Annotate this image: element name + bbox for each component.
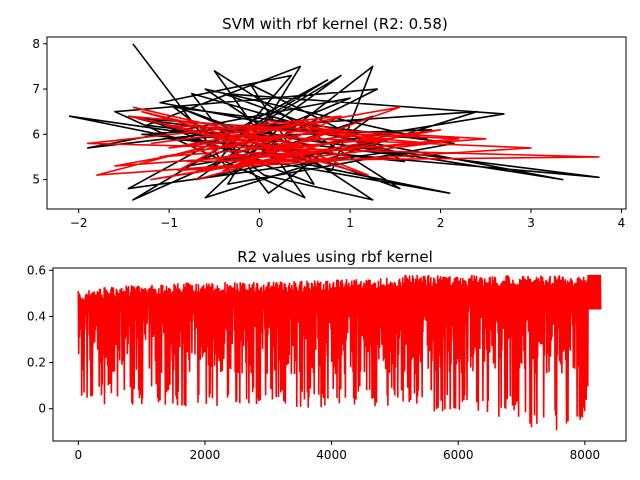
x-tick-label: 3	[527, 216, 535, 230]
plot-area	[77, 274, 602, 431]
plot-area	[68, 43, 600, 201]
x-tick-label: 6000	[443, 448, 474, 462]
r2-series-line	[77, 274, 602, 431]
x-tick-label: −1	[160, 216, 178, 230]
x-tick-label: −2	[70, 216, 88, 230]
chart-bottom-r2-values: R2 values using rbf kernel 0 2000 4000 6000…	[27, 248, 627, 462]
x-tick-label: 8000	[570, 448, 601, 462]
series-line-red	[86, 106, 600, 181]
y-tick-label: 0.4	[27, 309, 46, 323]
x-tick-label: 4	[618, 216, 626, 230]
y-tick-label: 0	[38, 402, 46, 416]
y-tick-label: 7	[32, 82, 40, 96]
axes-frame	[52, 267, 627, 442]
y-tick-label: 8	[32, 37, 40, 51]
y-axis: 0 0.2 0.4 0.6	[27, 263, 53, 416]
series-line-black	[68, 43, 600, 201]
chart-title: SVM with rbf kernel (R2: 0.58)	[222, 15, 448, 33]
y-tick-label: 0.6	[27, 263, 46, 277]
y-tick-label: 6	[32, 127, 40, 141]
y-axis: 5 6 7 8	[32, 37, 47, 187]
x-axis: −2 −1 0 1 2 3 4	[70, 209, 625, 230]
x-tick-label: 1	[346, 216, 354, 230]
chart-top-svm-fit: SVM with rbf kernel (R2: 0.58) −2 −1 0 1 2 3 4…	[32, 15, 627, 230]
x-axis: 0 2000 4000 6000 8000	[75, 441, 601, 462]
x-tick-label: 0	[75, 448, 83, 462]
x-tick-label: 0	[256, 216, 264, 230]
x-tick-label: 4000	[316, 448, 347, 462]
x-tick-label: 2	[437, 216, 445, 230]
axes-frame	[46, 36, 627, 210]
x-tick-label: 2000	[190, 448, 221, 462]
chart-title: R2 values using rbf kernel	[237, 248, 433, 266]
y-tick-label: 5	[32, 173, 40, 187]
y-tick-label: 0.2	[27, 356, 46, 370]
